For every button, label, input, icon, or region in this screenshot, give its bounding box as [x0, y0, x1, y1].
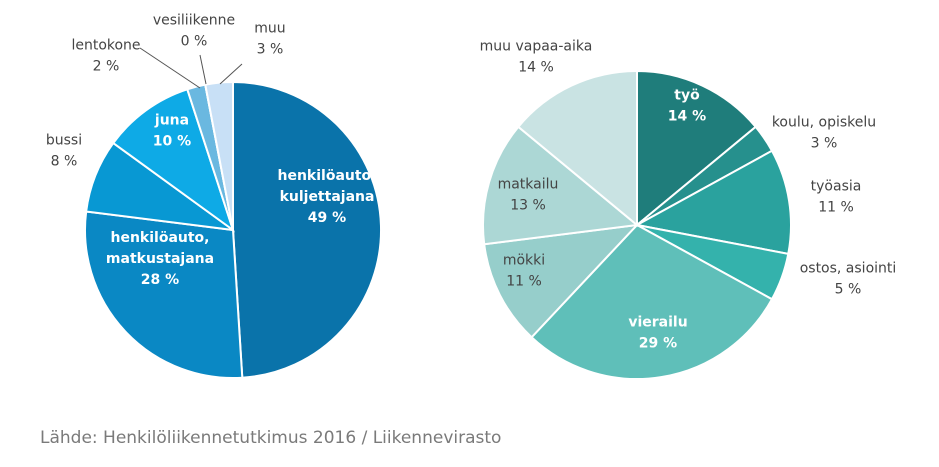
pie-slice-2-5	[530, 223, 774, 380]
slice-name: työasia	[811, 179, 862, 195]
pie-slice-2-6	[483, 223, 640, 339]
slice-label-2-6: mökki 11 %	[503, 253, 545, 290]
slice-name: mökki	[503, 253, 545, 269]
pie-slice-2-1	[636, 69, 758, 228]
source-note: Lähde: Henkilöliikennetutkimus 2016 / Li…	[40, 428, 502, 448]
pie-charts: henkilöauto, kuljettajana 49 %henkilöauto,…	[46, 13, 897, 380]
slice-name: työ	[674, 88, 700, 104]
trip-purpose-pie: työ 14 % koulu, opiskelu 3 % työasia 11 % osto…	[480, 39, 897, 380]
slice-name: vierailu	[628, 315, 687, 331]
leader-line-1-6	[199, 54, 207, 85]
slice-label-2-2: koulu, opiskelu 3 %	[772, 115, 876, 152]
slice-label-1-5: lentokone 2 %	[71, 38, 140, 75]
slice-name: ostos, asiointi	[800, 261, 897, 277]
slice-name: henkilöauto,	[111, 230, 210, 246]
slice-label-2-1: työ 14 %	[668, 88, 706, 125]
slice-label-1-7: muu 3 %	[254, 21, 285, 58]
pie-slice-1-2	[84, 210, 244, 379]
slice-value: 2 %	[93, 59, 120, 75]
leader-line-1-7	[219, 63, 243, 85]
slice-value: 14 %	[668, 109, 706, 125]
slice-value: 11 %	[818, 200, 854, 216]
slice-value: 10 %	[153, 134, 191, 150]
slice-name: muu vapaa-aika	[480, 39, 593, 55]
slice-label-2-7: matkailu 13 %	[498, 177, 559, 214]
slice-value: 3 %	[257, 42, 284, 58]
slice-name: muu	[254, 21, 285, 37]
slice-value: 11 %	[506, 274, 542, 290]
slice-value: 28 %	[141, 272, 179, 288]
slice-name: kuljettajana	[280, 189, 375, 205]
pie-slice-2-8	[516, 69, 638, 228]
slice-name: matkailu	[498, 177, 559, 193]
slice-label-1-4: juna 10 %	[153, 113, 191, 150]
slice-label-1-6: vesiliikenne 0 %	[153, 13, 235, 50]
slice-name: juna	[154, 113, 189, 129]
slice-label-2-5: vierailu 29 %	[628, 315, 687, 352]
transport-mode-pie: henkilöauto, kuljettajana 49 %henkilöauto,…	[46, 13, 383, 379]
slice-value: 3 %	[811, 136, 838, 152]
slice-name: vesiliikenne	[153, 13, 235, 29]
slice-value: 29 %	[639, 336, 677, 352]
slice-name: henkilöauto,	[278, 168, 377, 184]
slice-value: 0 %	[181, 34, 208, 50]
slice-value: 5 %	[835, 282, 862, 298]
slice-name: bussi	[46, 133, 82, 149]
pie-slice-1-4	[111, 87, 235, 233]
slice-value: 14 %	[518, 60, 554, 76]
slice-name: matkustajana	[106, 251, 214, 267]
pie-slice-1-1	[232, 80, 383, 379]
pie-slice-2-7	[481, 125, 640, 246]
pie-slice-1-7	[204, 80, 234, 231]
slice-name: lentokone	[71, 38, 140, 54]
slice-label-1-2: henkilöauto, matkustajana 28 %	[106, 230, 214, 288]
slice-value: 13 %	[510, 198, 546, 214]
leader-line-1-5	[139, 47, 201, 89]
slice-value: 8 %	[51, 154, 78, 170]
slice-label-2-3: työasia 11 %	[811, 179, 862, 216]
slice-label-1-1: henkilöauto, kuljettajana 49 %	[278, 168, 377, 226]
pie-slice-2-3	[634, 149, 792, 256]
slice-name: koulu, opiskelu	[772, 115, 876, 131]
slice-label-1-3: bussi 8 %	[46, 133, 82, 170]
slice-label-2-8: muu vapaa-aika 14 %	[480, 39, 593, 76]
slice-value: 49 %	[308, 210, 346, 226]
slice-label-2-4: ostos, asiointi 5 %	[800, 261, 897, 298]
